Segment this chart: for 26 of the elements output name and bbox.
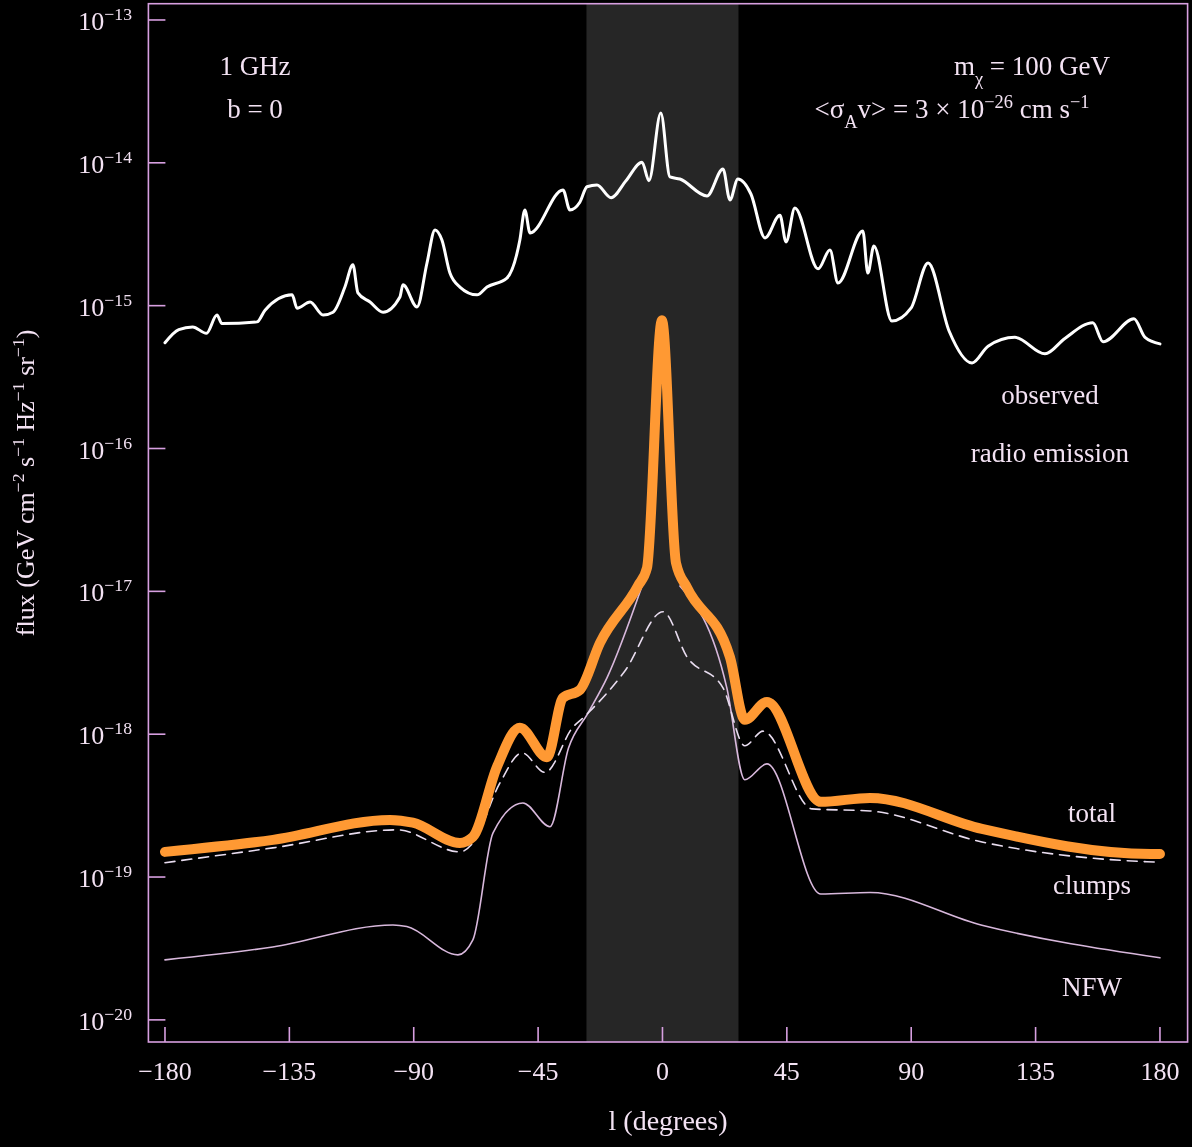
annotation: b = 0 (227, 94, 283, 124)
series-label: clumps (1052, 870, 1131, 901)
series-label: observed radio emission (970, 379, 1130, 468)
y-tick-label: 10$^{−14}$ (78, 146, 133, 179)
x-axis-title: l (degrees) (608, 1105, 728, 1136)
y-tick-label: 10$^{−17}$ (78, 575, 133, 608)
x-tick-label: 0 (655, 1057, 669, 1086)
y-tick-label: 10$^{−13}$ (78, 3, 133, 36)
x-tick-label: 90 (898, 1057, 925, 1086)
y-tick-label: 10$^{−20}$ (78, 1003, 133, 1036)
x-tick-label: −135 (262, 1057, 317, 1086)
x-tick-label: −90 (393, 1057, 435, 1086)
x-tick-label: 45 (773, 1057, 800, 1086)
y-tick-label: 10$^{−16}$ (78, 432, 133, 465)
x-tick-label: 180 (1140, 1057, 1180, 1086)
annotation: m$_{χ}$ = 100 GeV (953, 51, 1111, 89)
annotation: 1 GHz (219, 51, 291, 81)
annotation: <σ$_{A}$v> = 3 × 10$^{−26}$ cm s$^{−1}$ (814, 92, 1090, 132)
x-tick-label: −180 (138, 1057, 192, 1086)
series-label: NFW (1061, 971, 1123, 1002)
x-tick-label: 135 (1016, 1057, 1056, 1086)
y-tick-label: 10$^{−15}$ (78, 289, 133, 322)
x-tick-label: −45 (517, 1057, 559, 1086)
y-tick-label: 10$^{−18}$ (78, 718, 133, 751)
y-tick-label: 10$^{−19}$ (78, 861, 133, 894)
series-label: total (1067, 797, 1116, 828)
